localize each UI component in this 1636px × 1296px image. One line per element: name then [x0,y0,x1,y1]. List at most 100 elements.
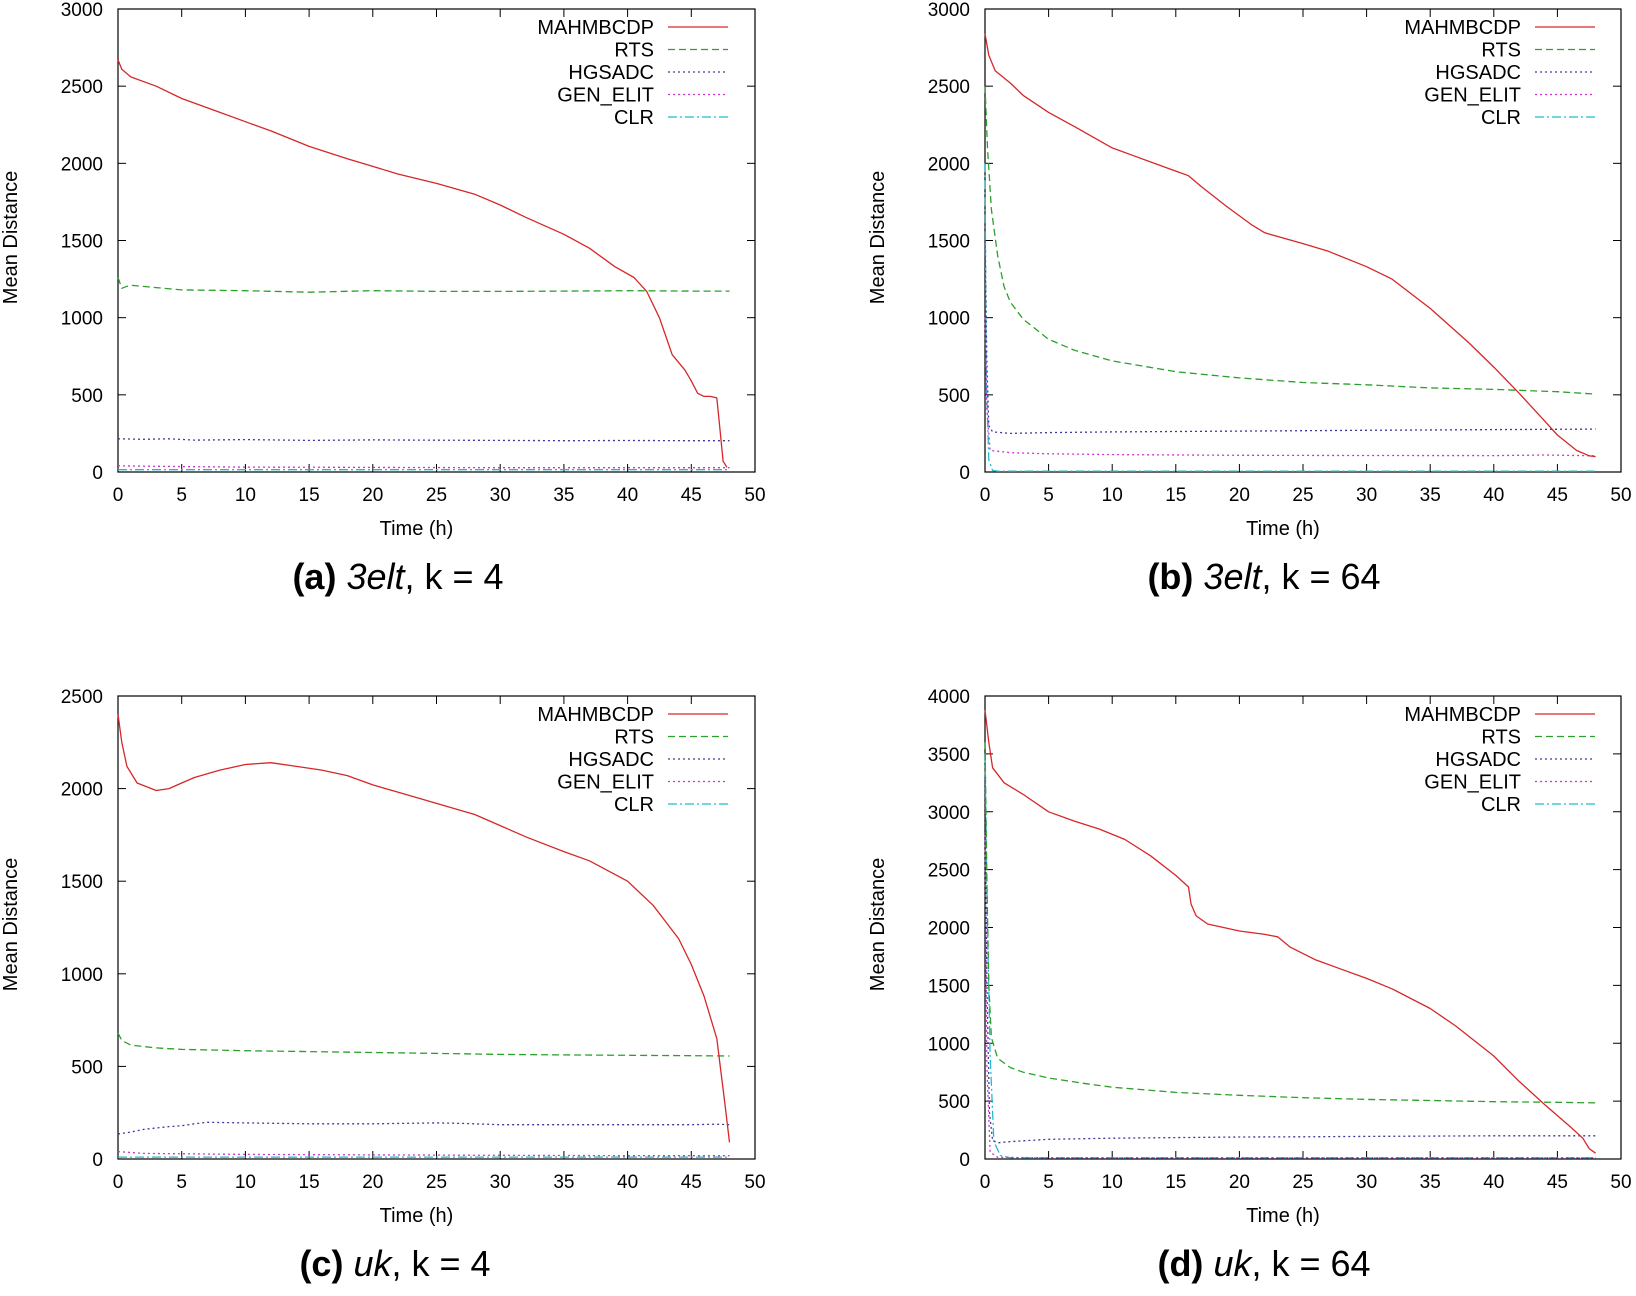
y-tick-label: 2500 [928,77,970,98]
x-tick-label: 35 [553,1172,574,1193]
y-tick-label: 2500 [61,687,103,708]
y-tick-label: 4000 [928,687,970,708]
series-line-gen-elit [117,465,730,469]
y-axis-label: Mean Distance [867,171,889,304]
x-tick-label: 10 [1102,1172,1123,1193]
x-tick-label: 10 [1102,485,1123,506]
caption-params: , k = 64 [1261,556,1380,597]
caption-space [336,556,346,597]
x-tick-label: 35 [1420,1172,1441,1193]
x-tick-label: 15 [299,485,320,506]
x-tick-label: 45 [681,1172,702,1193]
legend-label: RTS [1481,727,1521,749]
legend-label: HGSADC [1435,62,1521,84]
y-tick-label: 0 [92,1150,103,1171]
x-tick-label: 40 [617,1172,638,1193]
y-tick-label: 3500 [928,745,970,766]
x-tick-label: 5 [1043,1172,1054,1193]
x-tick-label: 20 [362,485,383,506]
series-line-rts [984,742,1596,1104]
legend-label: MAHMBCDP [1404,17,1521,39]
x-tick-label: 0 [113,485,124,506]
legend-label: RTS [614,727,654,749]
x-tick-label: 30 [490,485,511,506]
x-tick-label: 30 [1356,1172,1377,1193]
x-tick-label: 25 [426,485,447,506]
x-axis-label: Time (h) [380,518,454,540]
y-tick-label: 1500 [61,232,103,253]
x-tick-label: 20 [362,1172,383,1193]
chart-panel-4: 0 5 10 15 20 25 30 35 40 45 5005001000150020002500… [867,687,1632,1284]
caption-dataset: 3elt [346,556,406,597]
x-tick-label: 15 [299,1172,320,1193]
caption-dataset: uk [353,1243,393,1284]
x-tick-label: 5 [176,485,187,506]
chart-caption: (d) uk, k = 64 [1157,1243,1370,1284]
series-line-gen-elit [984,317,1596,457]
y-tick-label: 0 [959,1150,970,1171]
x-tick-label: 40 [1483,485,1504,506]
chart-caption: (a) 3elt, k = 4 [292,556,503,597]
y-tick-label: 500 [938,1092,970,1113]
x-axis-label: Time (h) [1246,518,1320,540]
x-tick-label: 35 [553,485,574,506]
x-tick-label: 0 [980,1172,991,1193]
series-line-mahmbcdp [117,714,731,1143]
legend-label: MAHMBCDP [1404,704,1521,726]
x-tick-label: 40 [617,485,638,506]
y-tick-label: 3000 [61,0,103,21]
caption-letter: (b) [1147,556,1193,597]
caption-space [1193,556,1203,597]
y-tick-label: 1000 [61,309,103,330]
legend-label: CLR [614,107,654,129]
x-tick-label: 15 [1165,485,1186,506]
y-tick-label: 1000 [928,1034,970,1055]
legend-label: MAHMBCDP [537,704,654,726]
series-line-mahmbcdp [984,709,1596,1154]
caption-letter: (c) [299,1243,343,1284]
chart-panel-3: 0 5 10 15 20 25 30 35 40 45 5005001000150020002500… [0,687,766,1284]
x-tick-label: 10 [235,1172,256,1193]
series-line-mahmbcdp [117,59,728,468]
x-tick-label: 20 [1229,485,1250,506]
y-tick-label: 2000 [928,154,970,175]
y-axis-label: Mean Distance [0,858,22,991]
series-line-mahmbcdp [984,33,1596,458]
caption-letter: (d) [1157,1243,1203,1284]
legend-label: GEN_ELIT [1424,772,1521,794]
x-tick-label: 45 [1547,485,1568,506]
legend-label: MAHMBCDP [537,17,654,39]
x-tick-label: 30 [1356,485,1377,506]
caption-space [343,1243,353,1284]
y-tick-label: 500 [938,386,970,407]
y-axis-label: Mean Distance [0,171,22,304]
legend-label: CLR [1481,107,1521,129]
x-tick-label: 45 [681,485,702,506]
plot-frame [117,8,756,473]
x-tick-label: 10 [235,485,256,506]
series-line-rts [117,277,730,293]
x-tick-label: 50 [1610,485,1631,506]
x-tick-label: 25 [1292,485,1313,506]
x-tick-label: 45 [1547,1172,1568,1193]
y-tick-label: 500 [71,1057,103,1078]
plot-frame [984,8,1622,473]
y-tick-label: 1000 [928,309,970,330]
y-tick-label: 1000 [61,965,103,986]
caption-params: , k = 4 [405,556,504,597]
y-tick-label: 2000 [928,919,970,940]
y-tick-label: 1500 [928,232,970,253]
series-line-hgsadc [117,1121,730,1135]
legend-label: GEN_ELIT [1424,85,1521,107]
x-tick-label: 5 [1043,485,1054,506]
x-tick-label: 35 [1420,485,1441,506]
series-line-gen-elit [117,1150,730,1157]
plot-frame [117,695,756,1160]
legend-label: HGSADC [568,749,654,771]
y-tick-label: 3000 [928,0,970,21]
y-tick-label: 1500 [928,976,970,997]
